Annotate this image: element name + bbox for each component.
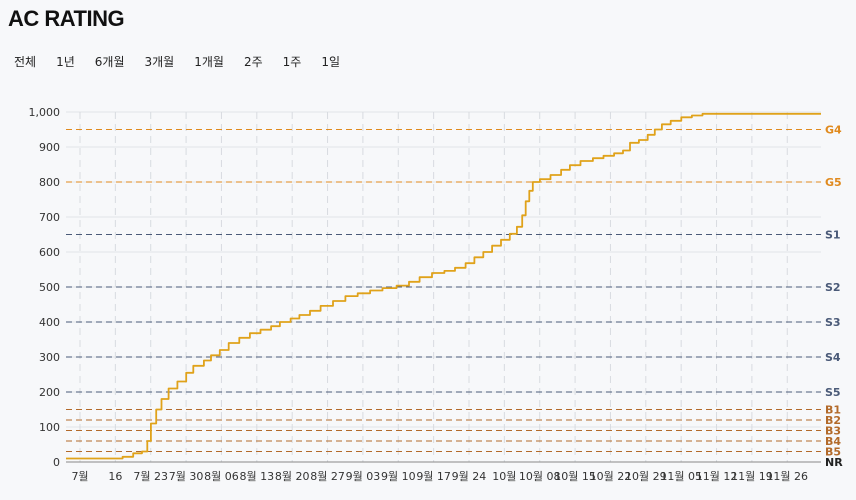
- y-tick-label: 900: [39, 141, 60, 154]
- tier-label-g5: G5: [825, 176, 842, 189]
- tier-label-s5: S5: [825, 386, 841, 399]
- tier-label-s3: S3: [825, 316, 841, 329]
- range-1m-button[interactable]: 1개월: [194, 55, 224, 69]
- tier-label-b4: B4: [825, 435, 841, 448]
- y-tick-label: 200: [39, 386, 60, 399]
- y-tick-label: 1,000: [29, 106, 61, 119]
- tier-label-s1: S1: [825, 229, 841, 242]
- x-tick-label: 7월: [71, 470, 88, 483]
- tier-label-s2: S2: [825, 281, 841, 294]
- tier-label-g4: G4: [825, 124, 842, 137]
- y-tick-label: 800: [39, 176, 60, 189]
- x-tick-label: 10월 08: [519, 470, 561, 483]
- tier-label-b3: B3: [825, 425, 841, 438]
- x-tick-label: 11월 26: [766, 470, 808, 483]
- y-tick-label: 500: [39, 281, 60, 294]
- range-all-button[interactable]: 전체: [14, 55, 37, 69]
- x-tick-label: 8월 13: [240, 470, 275, 483]
- x-tick-label: 11월 12: [696, 470, 738, 483]
- y-tick-label: 300: [39, 351, 60, 364]
- y-tick-label: 0: [53, 456, 60, 469]
- rating-series-line: [66, 112, 821, 460]
- tier-label-b2: B2: [825, 414, 841, 427]
- range-6m-button[interactable]: 6개월: [94, 55, 125, 69]
- x-tick-label: 10월 22: [590, 470, 632, 483]
- y-tick-label: 600: [39, 246, 60, 259]
- tier-label-b5: B5: [825, 446, 841, 459]
- x-tick-label: 11월 05: [660, 470, 702, 483]
- tier-label-nr: NR: [825, 456, 843, 469]
- x-tick-label: 8월 27: [310, 470, 345, 483]
- x-tick-label: 9월 10: [381, 470, 416, 483]
- x-tick-label: 9월 17: [416, 470, 451, 483]
- range-selector: 전체 1년 6개월 3개월 1개월 2주 1주 1일: [14, 53, 360, 70]
- range-3m-button[interactable]: 3개월: [144, 55, 175, 69]
- y-tick-label: 400: [39, 316, 60, 329]
- range-2w-button[interactable]: 2주: [243, 55, 263, 69]
- x-tick-label: 10월 15: [554, 470, 596, 483]
- tier-label-s4: S4: [825, 351, 841, 364]
- x-tick-label: 16: [108, 470, 122, 483]
- x-tick-label: 9월 24: [452, 470, 487, 483]
- x-tick-label: 8월 06: [204, 470, 239, 483]
- tier-label-b1: B1: [825, 404, 841, 417]
- page-title: AC RATING: [8, 6, 125, 31]
- x-tick-label: 7월 30: [169, 470, 204, 483]
- x-tick-label: 10월: [492, 470, 516, 483]
- x-tick-label: 9월 03: [346, 470, 381, 483]
- x-tick-label: 10월 29: [625, 470, 667, 483]
- x-tick-label: 11월 19: [731, 470, 773, 483]
- y-tick-label: 700: [39, 211, 60, 224]
- range-1w-button[interactable]: 1주: [282, 55, 302, 69]
- x-tick-label: 8월 20: [275, 470, 310, 483]
- y-tick-label: 100: [39, 421, 60, 434]
- range-1d-button[interactable]: 1일: [321, 55, 340, 69]
- range-1y-button[interactable]: 1년: [56, 55, 75, 69]
- x-tick-label: 7월 23: [133, 470, 168, 483]
